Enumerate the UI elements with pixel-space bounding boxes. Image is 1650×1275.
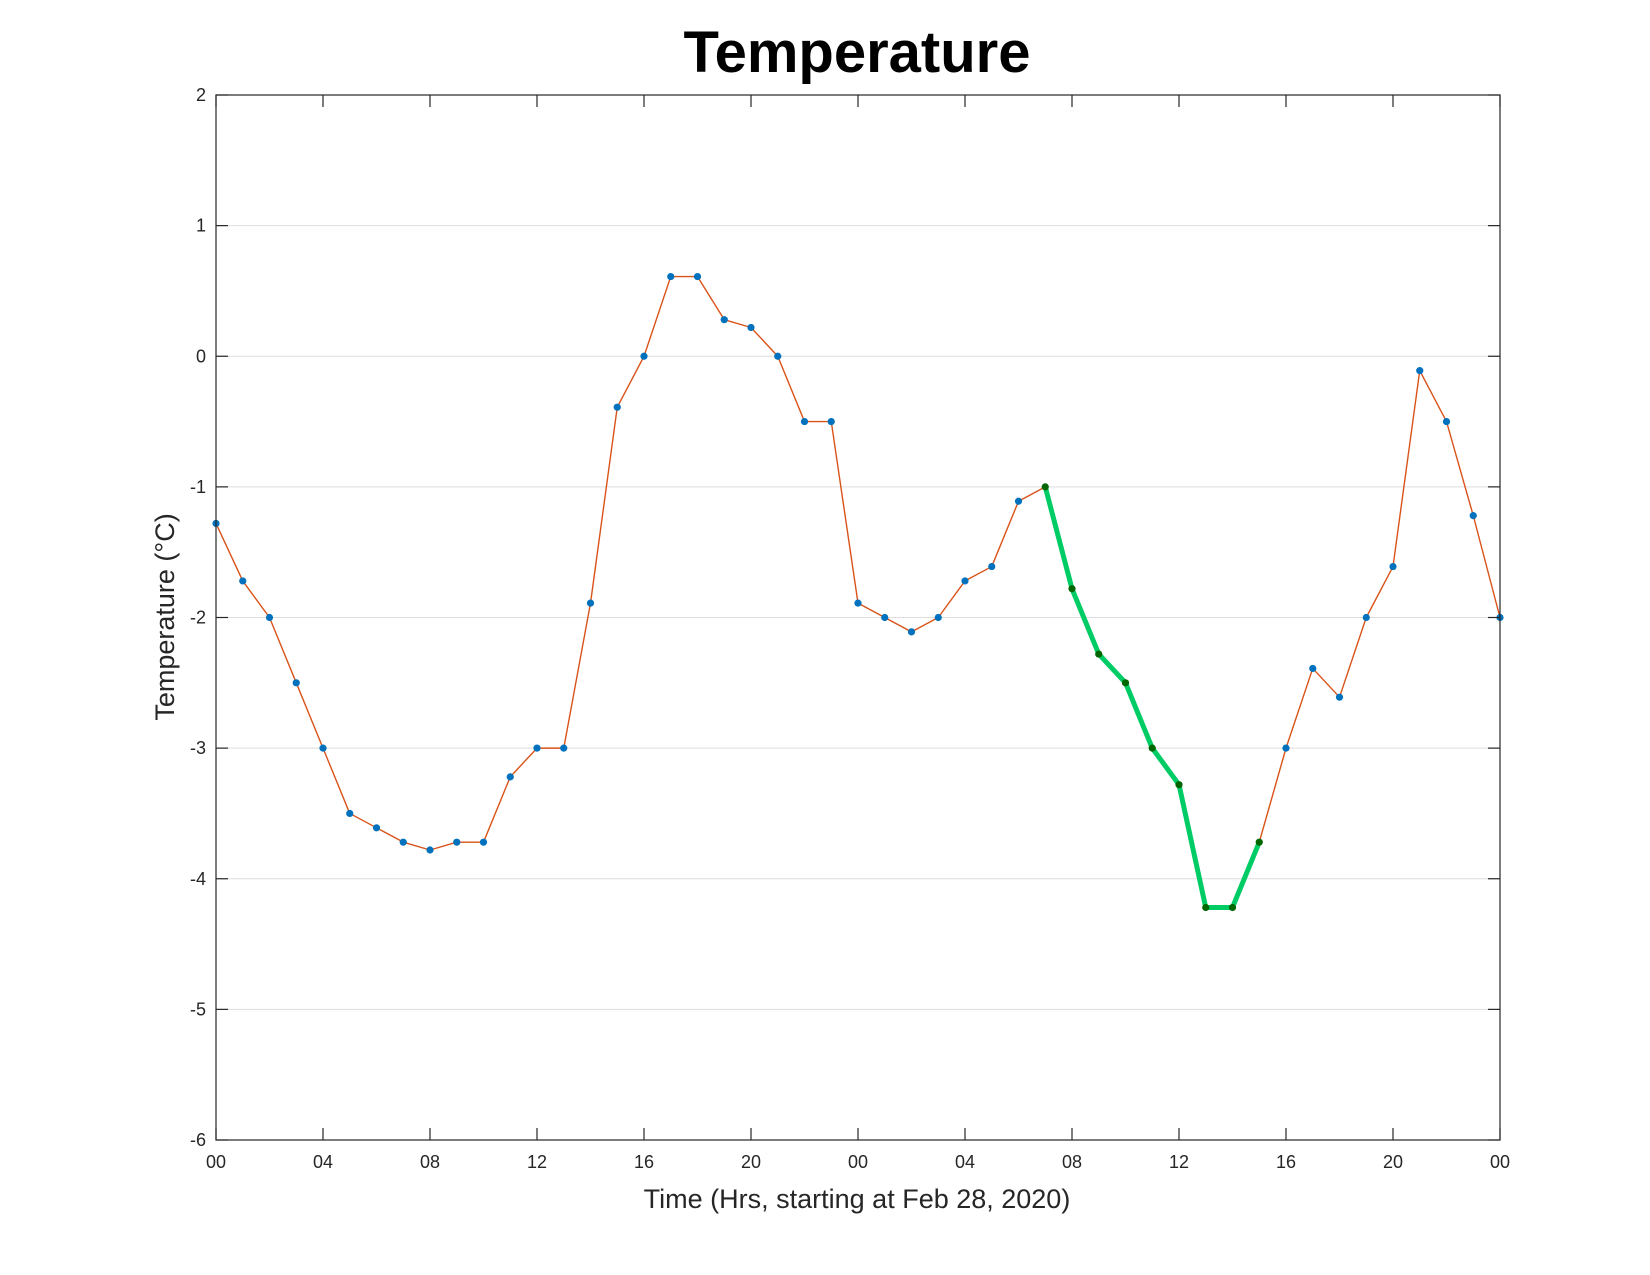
- highlighted-data-point: [1148, 744, 1156, 752]
- data-point: [934, 613, 942, 622]
- y-tick-label: 1: [196, 216, 206, 236]
- data-point: [640, 352, 648, 360]
- data-point: [827, 417, 835, 426]
- chart-title: Temperature: [683, 20, 1030, 85]
- data-point: [239, 577, 247, 585]
- x-tick-label: 12: [527, 1152, 547, 1172]
- x-tick-label: 20: [741, 1152, 761, 1172]
- x-tick-label: 00: [206, 1152, 226, 1172]
- data-point: [319, 744, 327, 752]
- highlighted-data-point: [1068, 585, 1076, 593]
- y-axis-label: Temperature (°C): [150, 513, 180, 720]
- data-point: [1389, 562, 1397, 571]
- data-point: [453, 838, 461, 846]
- x-tick-label: 00: [1490, 1152, 1510, 1172]
- data-point: [774, 352, 782, 360]
- data-point: [854, 599, 862, 607]
- data-point: [479, 838, 488, 846]
- grid-lines: [216, 225, 1500, 1010]
- y-tick-label: -1: [190, 477, 206, 497]
- data-point: [372, 824, 381, 832]
- highlighted-data-point: [1202, 903, 1210, 912]
- data-point: [292, 679, 300, 687]
- highlighted-data-point: [1175, 781, 1183, 789]
- x-tick-label: 08: [1062, 1152, 1082, 1172]
- data-point: [399, 838, 407, 846]
- data-point: [533, 744, 541, 752]
- highlighted-data-point: [1095, 650, 1103, 658]
- x-tick-label: 04: [313, 1152, 333, 1172]
- data-point: [907, 628, 916, 636]
- data-point: [720, 316, 728, 324]
- axis-ticks: 210-1-2-3-4-5-600 04 08 12 16 20 00 04 08 12 16 20 0…: [190, 85, 1510, 1172]
- data-point: [1309, 664, 1317, 673]
- data-point: [506, 773, 514, 781]
- data-point: [560, 744, 568, 752]
- data-point: [1282, 744, 1290, 752]
- y-tick-label: -3: [190, 738, 206, 758]
- data-point: [1469, 512, 1477, 520]
- x-tick-label: 20: [1383, 1152, 1403, 1172]
- y-tick-label: -5: [190, 999, 206, 1019]
- x-tick-label: 16: [1276, 1152, 1296, 1172]
- data-point: [988, 562, 996, 571]
- data-point: [586, 599, 595, 607]
- y-tick-label: 0: [196, 346, 206, 366]
- x-tick-label: 04: [955, 1152, 975, 1172]
- x-axis-label: Time (Hrs, starting at Feb 28, 2020): [644, 1184, 1071, 1214]
- highlighted-data-point: [1228, 903, 1237, 912]
- data-point: [1442, 417, 1451, 426]
- x-tick-label: 16: [634, 1152, 654, 1172]
- y-tick-label: -4: [190, 869, 206, 889]
- data-point: [1014, 497, 1023, 505]
- data-point: [961, 577, 969, 585]
- data-point: [346, 809, 354, 818]
- data-point: [1416, 367, 1424, 375]
- highlighted-data-point: [1041, 483, 1049, 491]
- data-point: [747, 323, 755, 332]
- highlighted-data-point: [1255, 838, 1263, 846]
- data-point: [1335, 693, 1344, 701]
- data-point: [881, 613, 889, 622]
- x-tick-label: 08: [420, 1152, 440, 1172]
- data-point: [426, 846, 434, 854]
- data-point: [1362, 613, 1370, 622]
- series-layer: [212, 272, 1504, 912]
- highlighted-data-point: [1121, 679, 1130, 687]
- data-point: [613, 403, 621, 411]
- y-tick-label: -6: [190, 1130, 206, 1150]
- data-point: [693, 272, 702, 281]
- y-tick-label: -2: [190, 608, 206, 628]
- data-point: [265, 613, 274, 622]
- highlighted-segment-line: [1042, 484, 1262, 910]
- data-point: [667, 272, 675, 281]
- temperature-line: [215, 275, 1501, 909]
- x-tick-label: 00: [848, 1152, 868, 1172]
- x-tick-label: 12: [1169, 1152, 1189, 1172]
- y-tick-label: 2: [196, 85, 206, 105]
- data-point: [800, 417, 809, 426]
